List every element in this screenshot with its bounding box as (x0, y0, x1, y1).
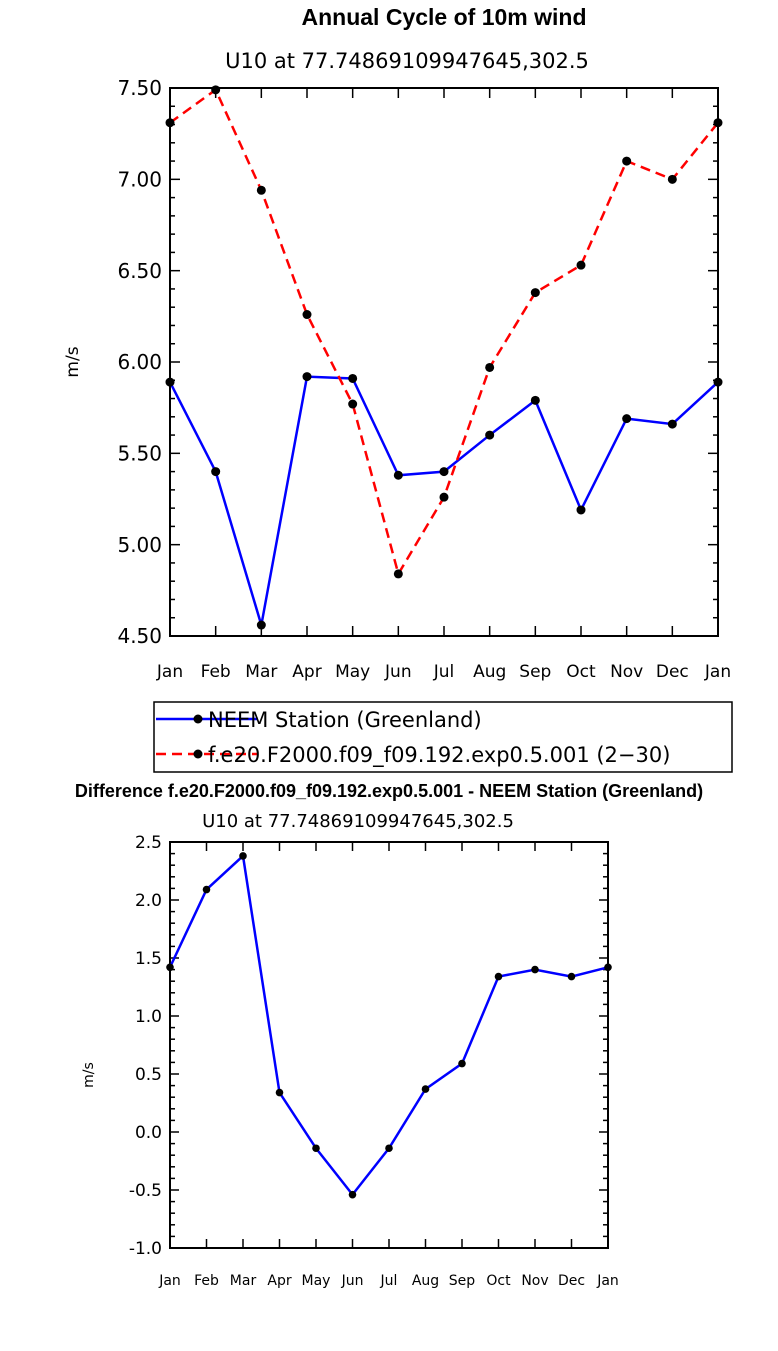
chart2-series-0-point (275, 1088, 284, 1097)
chart2-series-0-point (166, 963, 174, 972)
chart2-xtick-label: Jan (596, 1273, 619, 1289)
chart2-series-0-point (604, 963, 612, 972)
chart1-series-1-point (485, 362, 495, 372)
chart1-xtick-label: Jan (704, 662, 731, 682)
chart2-series-0-point (348, 1190, 357, 1199)
chart1-ytick-label: 6.00 (117, 350, 162, 374)
chart1-ytick-label: 4.50 (117, 624, 162, 648)
chart1-ytick-label: 5.00 (117, 533, 162, 557)
chart1-xtick-label: Jul (433, 662, 455, 682)
chart1-xtick-label: Mar (245, 662, 277, 682)
chart1-ytick-label: 7.00 (117, 168, 162, 192)
chart1-xtick-label: Nov (610, 662, 643, 682)
chart2-xtick-label: Nov (521, 1273, 548, 1289)
chart1-xtick-label: Oct (566, 662, 596, 682)
chart2-xtick-label: Apr (267, 1273, 291, 1289)
chart1-legend: NEEM Station (Greenland) f.e20.F2000.f09… (153, 701, 733, 773)
chart1-series-0-point (622, 414, 632, 424)
chart2-xtick-label: Jul (380, 1273, 398, 1289)
chart1-series-1-point (211, 85, 221, 95)
chart2-series-line-0 (168, 853, 609, 1197)
chart2-ytick-label: 1.5 (135, 949, 162, 969)
chart1-series-1-point (530, 288, 540, 298)
chart1-series-0-point (485, 430, 495, 440)
chart1-series-1-point (165, 118, 175, 128)
legend-box (153, 701, 733, 773)
chart2-xtick-label: Aug (412, 1273, 439, 1289)
chart2-series-0-point (385, 1144, 393, 1153)
chart1-series-1-point (348, 399, 358, 409)
chart2-series-0-point (458, 1059, 466, 1068)
chart2-plot-frame (169, 841, 609, 1249)
chart2-series-0-point (567, 972, 576, 981)
chart1-series-1-point (713, 118, 723, 128)
chart1-series-1-point (393, 569, 403, 579)
chart1-series-0-point (348, 373, 358, 383)
chart1-ylabel: m/s (63, 346, 83, 377)
chart1-xtick-label: Sep (519, 662, 551, 682)
chart1-series-0-point (576, 505, 586, 515)
chart1-series-0-point (713, 377, 723, 387)
chart1-ytick-label: 7.50 (117, 76, 162, 100)
chart1-series-0-point (165, 377, 175, 387)
chart2-title: Difference f.e20.F2000.f09_f09.192.exp0.… (75, 781, 703, 801)
legend-label-neem: NEEM Station (Greenland) (208, 708, 482, 732)
chart2-ytick-label: 2.0 (135, 891, 162, 911)
legend-marker-neem (193, 714, 203, 724)
legend-marker-model (193, 749, 203, 759)
chart2-xtick-label: Sep (449, 1273, 476, 1289)
chart1-xtick-label: Apr (292, 662, 321, 682)
chart1-subtitle: U10 at 77.74869109947645,302.5 (225, 49, 589, 73)
chart1-series-1-point (667, 174, 677, 184)
chart2-xtick-label: Jun (341, 1273, 364, 1289)
chart1-series-1-point (439, 492, 449, 502)
chart1-series-1-point (256, 185, 266, 195)
chart1-title: Annual Cycle of 10m wind (302, 4, 587, 30)
chart1-series-1-point (302, 310, 312, 320)
legend-label-model: f.e20.F2000.f09_f09.192.exp0.5.001 (2−30… (208, 743, 670, 768)
chart1-xtick-label: Jan (156, 662, 183, 682)
chart1-xtick-label: Feb (201, 662, 231, 682)
chart2-ylabel: m/s (81, 1062, 97, 1088)
chart1-ytick-label: 5.50 (117, 442, 162, 466)
chart1-series-0-point (530, 395, 540, 405)
chart1-ytick-label: 6.50 (117, 259, 162, 283)
chart2-series-0-point (312, 1144, 320, 1153)
chart2-xtick-label: Jan (158, 1273, 181, 1289)
chart2-series-0-point (494, 972, 503, 981)
chart1-xtick-label: Jun (384, 662, 412, 682)
chart1-series-1-point (622, 156, 632, 166)
chart2-ytick-label: 0.5 (135, 1065, 162, 1085)
chart2-ytick-label: -0.5 (129, 1181, 162, 1201)
chart2-xtick-label: Feb (194, 1273, 219, 1289)
chart2-xtick-label: May (302, 1273, 331, 1289)
chart2-series-0-point (531, 965, 539, 974)
chart1-series-0-point (393, 470, 403, 480)
chart2-xtick-label: Dec (558, 1273, 585, 1289)
chart1-series-0-point (302, 372, 312, 382)
chart2-series-0-point (421, 1085, 430, 1093)
chart1-series-0-point (667, 419, 677, 429)
chart1-series-0-point (256, 620, 266, 630)
chart2-xtick-label: Oct (486, 1273, 511, 1289)
chart2-ytick-label: 2.5 (135, 833, 162, 853)
chart2-series-0-point (239, 852, 247, 860)
chart1-xtick-label: May (335, 662, 370, 682)
chart2-series-0-point (202, 885, 211, 894)
chart1-xtick-label: Dec (656, 662, 689, 682)
chart2-xtick-label: Mar (230, 1273, 257, 1289)
chart1-series-1-point (576, 260, 586, 270)
chart2-ytick-label: -1.0 (129, 1239, 162, 1259)
chart1-series-0-point (439, 467, 449, 477)
chart2-ytick-label: 1.0 (135, 1007, 162, 1027)
chart1-xtick-label: Aug (473, 662, 506, 682)
chart2-subtitle: U10 at 77.74869109947645,302.5 (202, 811, 514, 832)
chart2-ytick-label: 0.0 (135, 1123, 162, 1143)
chart1-series-0-point (211, 467, 221, 477)
